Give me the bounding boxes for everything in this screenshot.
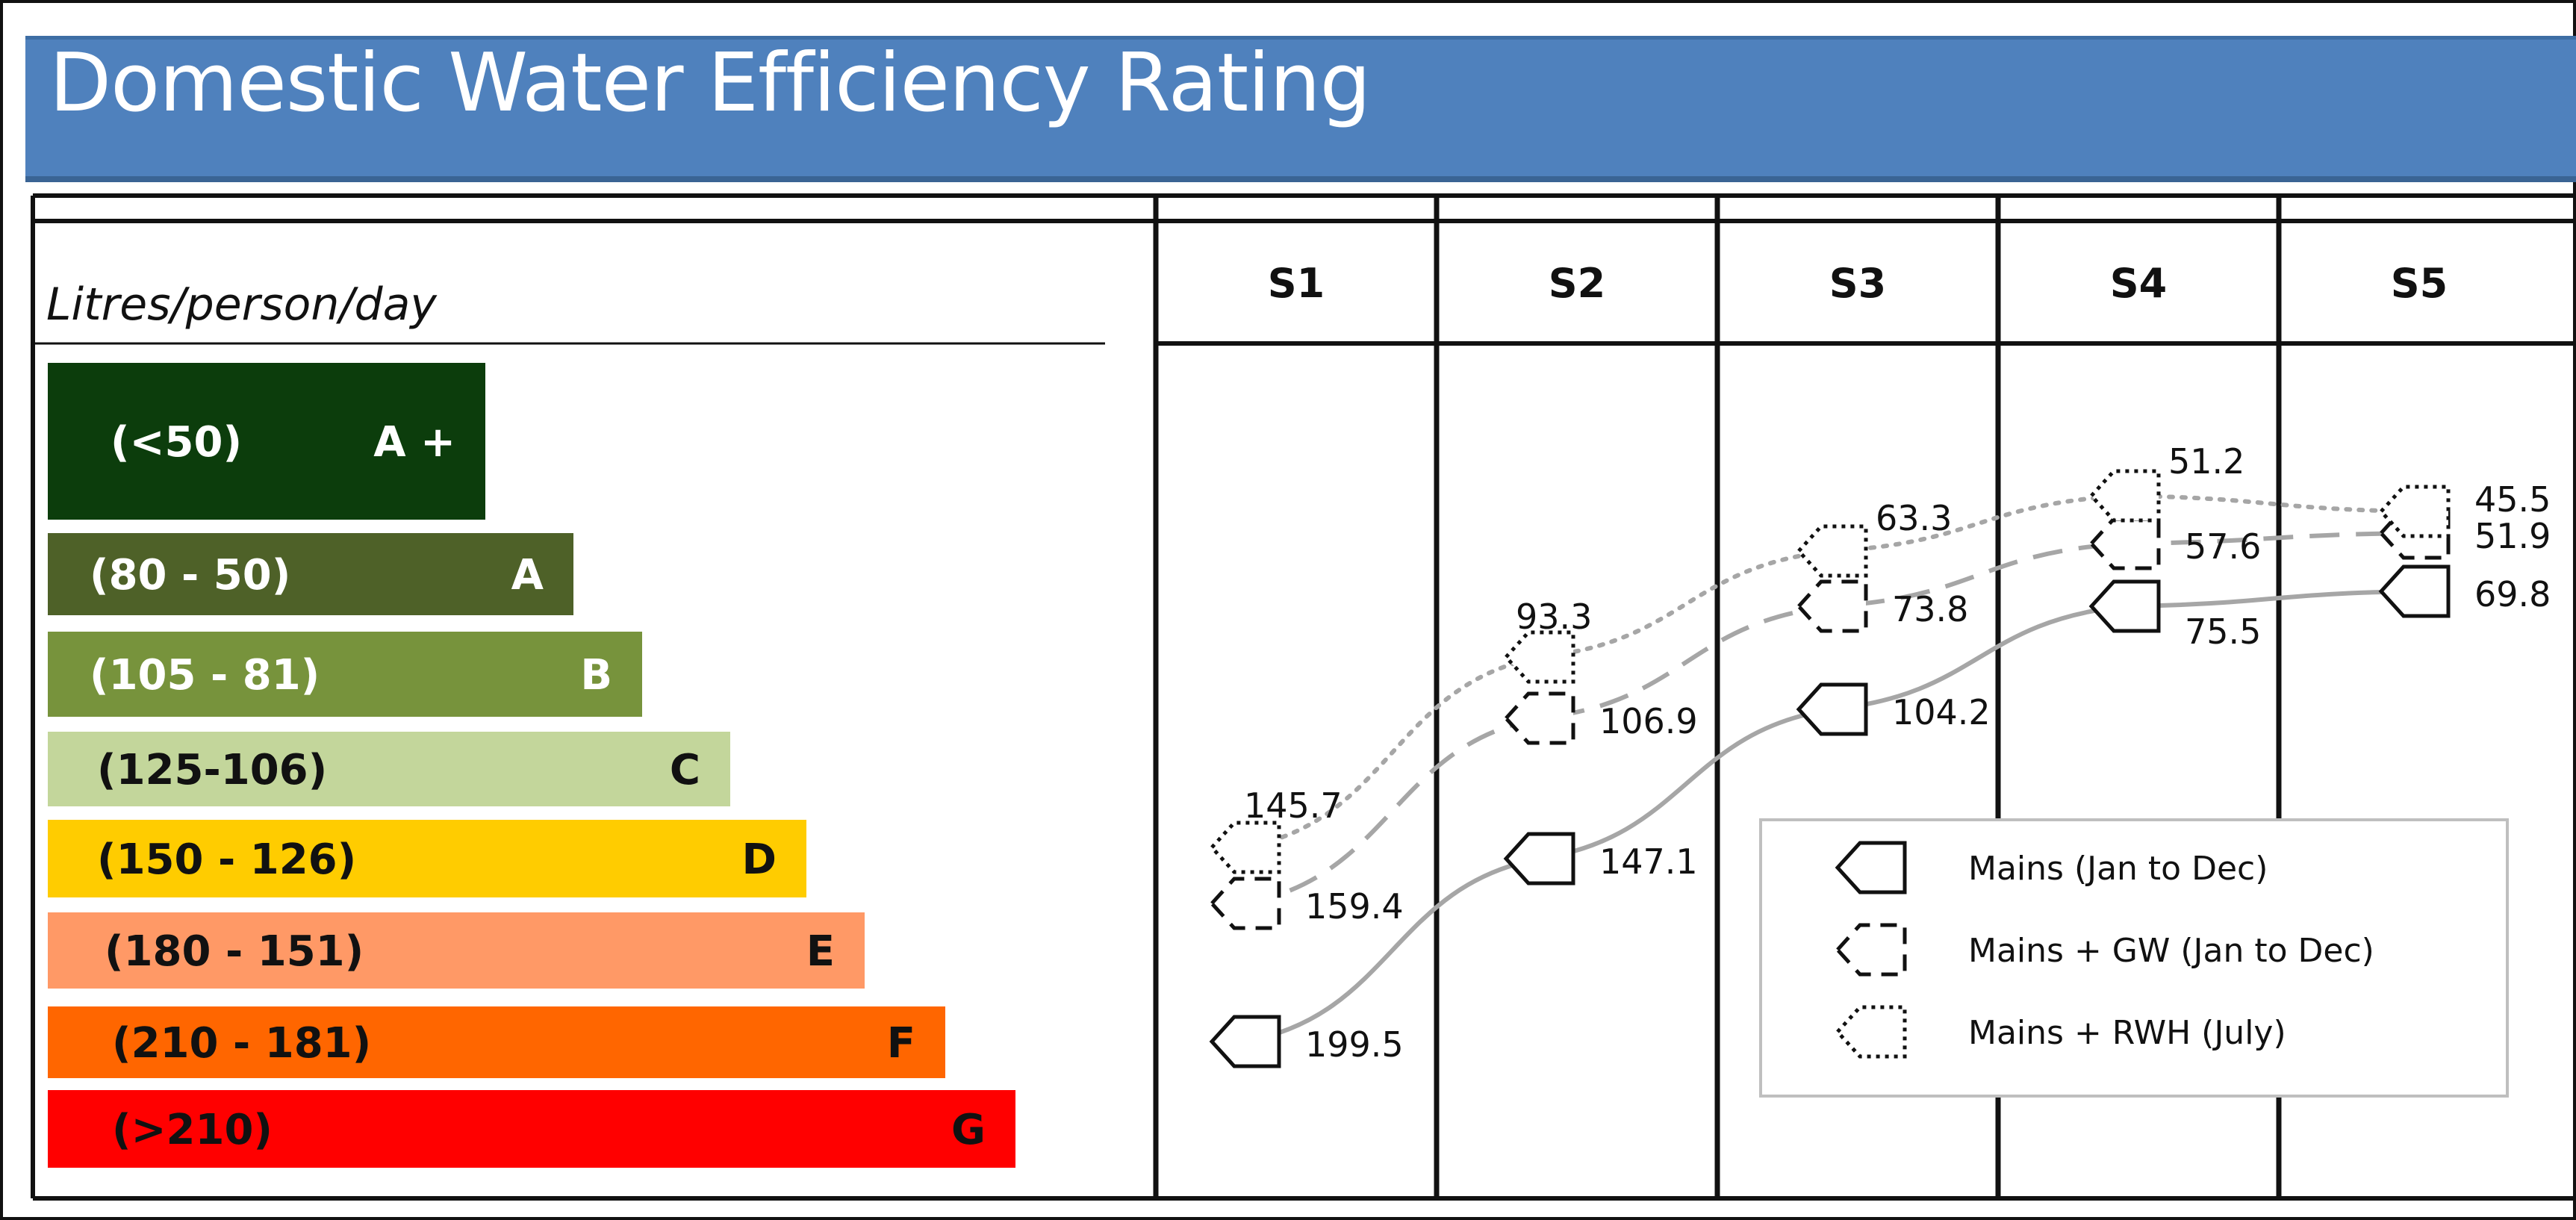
data-label: 51.2 xyxy=(2168,441,2244,482)
data-label: 106.9 xyxy=(1599,701,1698,741)
data-label: 104.2 xyxy=(1892,692,1991,732)
band-range-label: (105 - 81) xyxy=(90,651,320,700)
legend-swatch-dashed xyxy=(1835,923,1907,977)
column-header-s3: S3 xyxy=(1829,260,1886,307)
marker-dotted xyxy=(1796,524,1868,578)
marker-dotted xyxy=(1209,821,1281,874)
band-bar xyxy=(48,1006,945,1078)
table-grid xyxy=(31,193,2576,1201)
marker-solid xyxy=(2378,564,2451,618)
band-range-label: (>210) xyxy=(112,1106,273,1154)
column-header-s1: S1 xyxy=(1268,260,1325,307)
band-range-label: (180 - 151) xyxy=(105,927,364,976)
data-label: 75.5 xyxy=(2185,611,2261,652)
band-bar xyxy=(48,1090,1015,1168)
rating-band-e: (180 - 151) E xyxy=(48,912,865,989)
band-grade-label: C xyxy=(670,746,700,794)
rating-band-g: (>210) G xyxy=(48,1090,1015,1168)
column-header-s5: S5 xyxy=(2391,260,2448,307)
band-range-label: (210 - 181) xyxy=(112,1019,371,1068)
rating-band-c: (125-106) C xyxy=(48,732,730,806)
band-grade-label: A xyxy=(511,551,544,600)
data-label: 159.4 xyxy=(1305,886,1404,927)
band-bar xyxy=(48,912,865,989)
data-label: 51.9 xyxy=(2474,516,2551,556)
legend-item-solid: Mains (Jan to Dec) xyxy=(1835,841,2268,894)
rating-band-f: (210 - 181) F xyxy=(48,1006,945,1078)
legend-swatch-solid xyxy=(1835,841,1907,894)
marker-dashed xyxy=(1503,691,1575,745)
legend-label: Mains + GW (Jan to Dec) xyxy=(1968,932,2374,970)
band-bar xyxy=(48,732,730,806)
rating-band-a: (80 - 50) A xyxy=(48,533,573,615)
band-bar xyxy=(48,363,485,520)
data-label: 93.3 xyxy=(1516,597,1592,637)
series-markers xyxy=(1209,469,2451,1068)
band-grade-label: G xyxy=(951,1106,986,1154)
data-labels: 199.5 147.1 104.2 75.5 69.8 159.4 106.9 73.8 57.… xyxy=(1244,441,2551,1065)
column-dividers xyxy=(1153,196,2282,1198)
column-header-s2: S2 xyxy=(1549,260,1605,307)
legend-item-dotted: Mains + RWH (July) xyxy=(1835,1005,2286,1059)
band-grade-label: E xyxy=(806,927,835,976)
band-grade-label: D xyxy=(742,835,777,884)
band-grade-label: F xyxy=(887,1019,915,1068)
marker-solid xyxy=(2088,579,2161,633)
data-label: 73.8 xyxy=(1892,589,1968,629)
band-range-label: (125-106) xyxy=(97,746,327,794)
marker-dotted xyxy=(2378,485,2451,538)
legend-swatch-dotted xyxy=(1835,1005,1907,1059)
marker-solid xyxy=(1209,1015,1281,1068)
band-range-label: (150 - 126) xyxy=(97,835,356,884)
legend-label: Mains (Jan to Dec) xyxy=(1968,850,2268,888)
band-bar xyxy=(48,533,573,615)
marker-dashed xyxy=(1209,877,1281,930)
rating-band-b: (105 - 81) B xyxy=(48,632,642,717)
data-label: 199.5 xyxy=(1305,1024,1404,1065)
data-label: 145.7 xyxy=(1244,785,1343,826)
column-header-s4: S4 xyxy=(2110,260,2167,307)
marker-dotted xyxy=(2088,469,2161,523)
data-label: 57.6 xyxy=(2185,526,2261,567)
chart-legend: Mains (Jan to Dec) Mains + GW (Jan to Dec… xyxy=(1759,818,2509,1098)
marker-solid xyxy=(1503,832,1575,886)
marker-dashed xyxy=(1796,579,1868,633)
band-range-label: (80 - 50) xyxy=(90,551,290,600)
title-bar xyxy=(25,36,2576,182)
data-label: 69.8 xyxy=(2474,574,2551,614)
marker-dashed xyxy=(2088,517,2161,570)
marker-solid xyxy=(1796,682,1868,736)
rating-bands: (<50) A +(80 - 50) A(105 - 81) B(125-106) C(… xyxy=(48,363,1015,1168)
band-bar xyxy=(48,820,806,897)
rating-band-d: (150 - 126) D xyxy=(48,820,806,897)
y-axis-label: Litres/person/day xyxy=(46,278,438,331)
marker-dotted xyxy=(1503,630,1575,684)
data-label: 63.3 xyxy=(1876,498,1952,538)
band-grade-label: B xyxy=(580,651,612,700)
band-grade-label: A + xyxy=(373,418,455,467)
data-label: 45.5 xyxy=(2474,479,2551,520)
chart-title: Domestic Water Efficiency Rating xyxy=(49,37,1371,130)
legend-label: Mains + RWH (July) xyxy=(1968,1014,2286,1052)
data-label: 147.1 xyxy=(1599,841,1698,882)
band-bar xyxy=(48,632,642,717)
rating-band-aplus: (<50) A + xyxy=(48,363,485,520)
legend-item-dashed: Mains + GW (Jan to Dec) xyxy=(1835,923,2374,977)
band-range-label: (<50) xyxy=(111,418,242,467)
column-headers: S1 S2 S3 S4 S5 xyxy=(1268,260,2448,307)
